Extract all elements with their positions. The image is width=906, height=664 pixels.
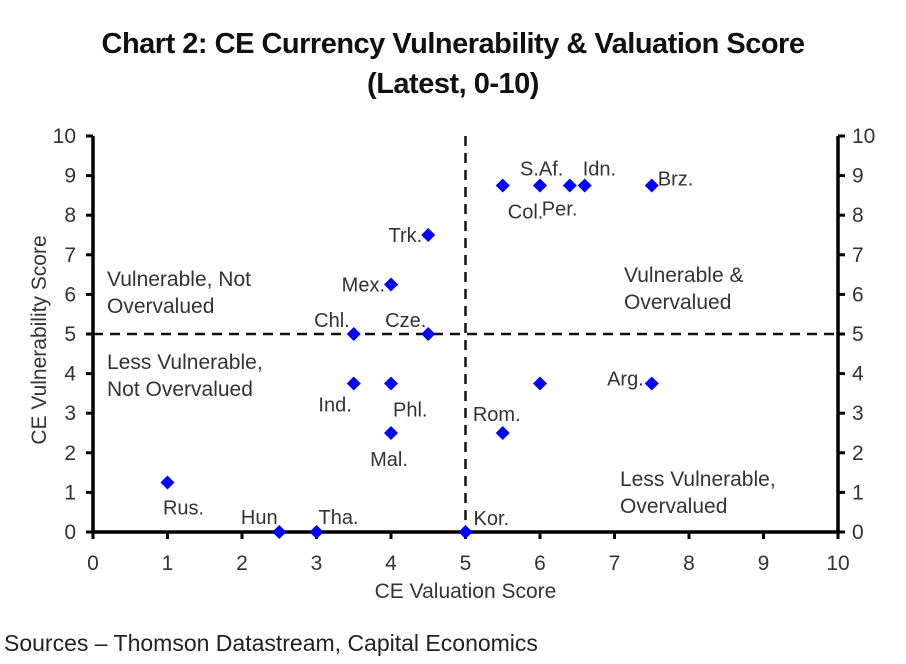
data-point bbox=[533, 178, 547, 193]
quadrant-label: Vulnerable, Not Overvalued bbox=[107, 268, 251, 318]
y-tick-label-right: 6 bbox=[852, 283, 864, 306]
quadrant-label: Vulnerable & Overvalued bbox=[624, 264, 743, 314]
data-label: Rom. bbox=[473, 404, 521, 426]
y-tick-label-left: 6 bbox=[64, 283, 76, 306]
quadrant-label-line: Vulnerable & bbox=[624, 264, 743, 287]
x-tick-label: 0 bbox=[87, 552, 99, 575]
quadrant-label-line: Overvalued bbox=[107, 295, 214, 318]
data-label: Per. bbox=[542, 199, 578, 221]
data-label: Rus. bbox=[163, 498, 204, 520]
data-label: Mex. bbox=[342, 275, 385, 297]
data-point bbox=[533, 376, 547, 391]
y-tick-label-right: 10 bbox=[852, 125, 875, 148]
data-label: Ind. bbox=[318, 395, 351, 417]
x-tick-label: 7 bbox=[609, 552, 621, 575]
data-point bbox=[384, 426, 398, 440]
quadrant-label: Less Vulnerable, Overvalued bbox=[620, 468, 776, 518]
data-point bbox=[384, 376, 398, 391]
y-tick-label-right: 5 bbox=[852, 323, 864, 346]
data-label: Mal. bbox=[370, 449, 408, 471]
data-point bbox=[421, 228, 436, 242]
y-axis-label: CE Vulnerability Score bbox=[28, 235, 51, 444]
data-label: Col. bbox=[508, 202, 544, 224]
y-tick-label-left: 9 bbox=[64, 165, 76, 188]
chart-title: Chart 2: CE Currency Vulnerability & Val… bbox=[101, 28, 805, 60]
quadrant-label-line: Less Vulnerable, bbox=[620, 468, 776, 491]
quadrant-label-line: Not Overvalued bbox=[107, 378, 253, 401]
data-point bbox=[309, 525, 324, 539]
data-label: Arg. bbox=[607, 369, 644, 391]
data-label: Idn. bbox=[583, 159, 616, 181]
data-label: Brz. bbox=[658, 169, 694, 191]
source-note: Sources – Thomson Datastream, Capital Ec… bbox=[4, 630, 538, 656]
quadrant-label: Less Vulnerable, Not Overvalued bbox=[107, 351, 263, 401]
data-point bbox=[562, 178, 577, 193]
quadrant-label-line: Overvalued bbox=[624, 291, 731, 314]
data-label: Cze. bbox=[385, 310, 426, 332]
data-point bbox=[346, 327, 361, 341]
y-tick-label-left: 5 bbox=[64, 323, 76, 346]
data-label: Trk. bbox=[389, 225, 423, 247]
data-label: Kor. bbox=[474, 508, 510, 530]
x-tick-label: 8 bbox=[683, 552, 695, 575]
data-point bbox=[346, 376, 361, 391]
y-tick-label-left: 2 bbox=[64, 442, 76, 465]
x-tick-label: 5 bbox=[460, 552, 472, 575]
data-point bbox=[160, 475, 175, 490]
x-tick-label: 2 bbox=[236, 552, 248, 575]
quadrant-label-line: Vulnerable, Not bbox=[107, 268, 251, 291]
y-tick-label-left: 3 bbox=[64, 402, 76, 425]
y-tick-label-right: 3 bbox=[852, 402, 864, 425]
data-point bbox=[644, 178, 659, 193]
data-point bbox=[495, 178, 510, 193]
data-point bbox=[421, 327, 436, 341]
x-tick-label: 10 bbox=[826, 552, 849, 575]
y-tick-label-left: 7 bbox=[64, 244, 76, 267]
data-point bbox=[577, 178, 592, 193]
data-label: Hun bbox=[241, 507, 278, 529]
chart-subtitle: (Latest, 0-10) bbox=[367, 68, 539, 100]
x-axis-label: CE Valuation Score bbox=[375, 580, 557, 603]
y-tick-label-left: 1 bbox=[64, 481, 76, 504]
y-tick-label-right: 9 bbox=[852, 165, 864, 188]
y-tick-label-right: 4 bbox=[852, 363, 864, 386]
y-tick-label-left: 0 bbox=[64, 521, 76, 544]
y-tick-label-right: 0 bbox=[852, 521, 864, 544]
y-tick-label-right: 2 bbox=[852, 442, 864, 465]
quadrant-label-line: Overvalued bbox=[620, 495, 727, 518]
data-label: S.Af. bbox=[520, 159, 563, 181]
data-point bbox=[458, 525, 473, 539]
data-point bbox=[384, 277, 398, 292]
y-tick-label-left: 4 bbox=[64, 363, 76, 386]
y-tick-label-right: 1 bbox=[852, 481, 864, 504]
y-tick-label-left: 10 bbox=[53, 125, 76, 148]
y-tick-label-right: 8 bbox=[852, 204, 864, 227]
y-tick-label-right: 7 bbox=[852, 244, 864, 267]
y-tick-label-left: 8 bbox=[64, 204, 76, 227]
x-tick-label: 4 bbox=[385, 552, 397, 575]
data-point bbox=[495, 426, 510, 440]
data-point bbox=[644, 376, 659, 391]
quadrant-label-line: Less Vulnerable, bbox=[107, 351, 263, 374]
x-tick-label: 9 bbox=[758, 552, 770, 575]
x-tick-label: 6 bbox=[534, 552, 546, 575]
x-tick-label: 3 bbox=[311, 552, 323, 575]
data-label: Tha. bbox=[318, 507, 358, 529]
data-label: Phl. bbox=[393, 400, 427, 422]
x-tick-label: 1 bbox=[162, 552, 174, 575]
data-point bbox=[272, 525, 287, 539]
data-label: Chl. bbox=[314, 310, 350, 332]
